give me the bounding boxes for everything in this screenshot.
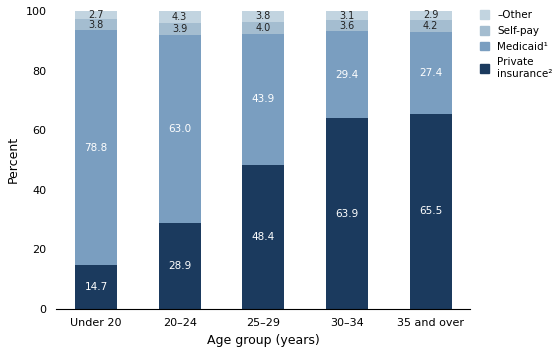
Bar xyxy=(158,23,200,35)
Bar xyxy=(242,165,284,309)
Text: 29.4: 29.4 xyxy=(335,70,358,80)
Bar xyxy=(158,11,200,23)
Text: 2.7: 2.7 xyxy=(88,10,104,20)
Text: 78.8: 78.8 xyxy=(85,143,108,153)
Bar xyxy=(242,34,284,165)
Bar xyxy=(410,32,451,114)
Bar xyxy=(75,265,117,309)
Text: 2.9: 2.9 xyxy=(423,10,438,20)
Bar xyxy=(326,11,368,20)
Y-axis label: Percent: Percent xyxy=(7,136,20,183)
Text: 3.8: 3.8 xyxy=(88,19,104,30)
Bar xyxy=(75,11,117,19)
Bar xyxy=(326,31,368,119)
Bar xyxy=(242,22,284,34)
Bar xyxy=(410,114,451,309)
Text: 63.0: 63.0 xyxy=(168,124,191,134)
Bar xyxy=(75,30,117,265)
Bar xyxy=(410,11,451,19)
Bar xyxy=(410,19,451,32)
Legend: –Other, Self-pay, Medicaid¹, Private
insurance²: –Other, Self-pay, Medicaid¹, Private ins… xyxy=(480,10,553,79)
Text: 4.0: 4.0 xyxy=(256,23,271,33)
Bar xyxy=(326,20,368,31)
Text: 27.4: 27.4 xyxy=(419,68,442,78)
Text: 4.3: 4.3 xyxy=(172,12,187,22)
Text: 65.5: 65.5 xyxy=(419,206,442,216)
Bar xyxy=(75,19,117,30)
Text: 28.9: 28.9 xyxy=(168,261,192,271)
Bar xyxy=(326,119,368,309)
Text: 63.9: 63.9 xyxy=(335,209,358,219)
Text: 3.8: 3.8 xyxy=(256,11,271,21)
Bar xyxy=(158,223,200,309)
Text: 14.7: 14.7 xyxy=(85,282,108,292)
Text: 43.9: 43.9 xyxy=(251,94,275,104)
Bar xyxy=(242,11,284,22)
Bar xyxy=(158,35,200,223)
X-axis label: Age group (years): Age group (years) xyxy=(207,334,320,347)
Text: 4.2: 4.2 xyxy=(423,21,438,31)
Text: 3.6: 3.6 xyxy=(339,21,354,30)
Text: 3.9: 3.9 xyxy=(172,24,187,34)
Text: 48.4: 48.4 xyxy=(251,232,275,242)
Text: 3.1: 3.1 xyxy=(339,11,354,21)
